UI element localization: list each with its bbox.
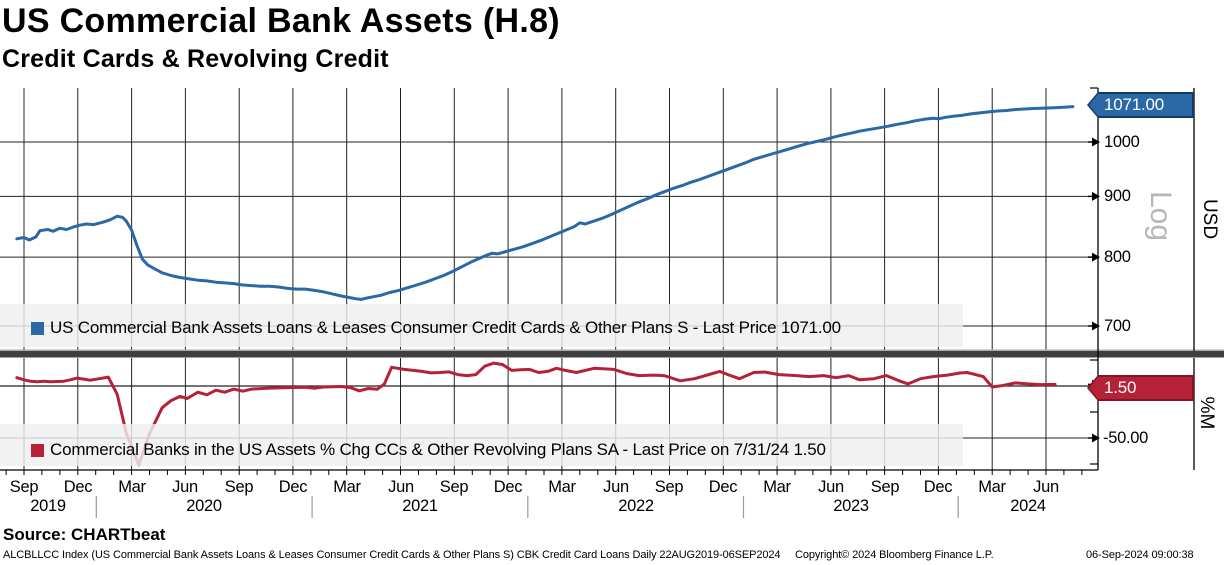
y-axis-label-top: 1000 [1104,133,1140,151]
percent-axis-unit-label: %M [1196,396,1217,430]
x-axis-year-label: 2022 [618,497,654,515]
usd-axis-unit-label: USD [1199,198,1220,240]
x-axis-month-label: Jun [818,478,844,496]
footer-timestamp: 06-Sep-2024 09:00:38 [1086,549,1194,561]
y-axis-label-top: 700 [1104,317,1131,335]
legend-bottom-series: Commercial Banks in the US Assets % Chg … [31,439,826,461]
x-axis-month-label: Dec [63,478,93,496]
x-axis-month-label: Jun [172,478,198,496]
last-price-value-top: 1071.00 [1104,95,1165,114]
y-axis-label-bottom: -50.00 [1103,429,1148,447]
x-axis-month-label: Jun [603,478,629,496]
red-series-marker-icon [31,443,44,457]
x-axis-month-label: Mar [763,478,791,496]
last-price-badge-top: 1071.00 [1087,92,1194,118]
x-axis-month-label: Sep [224,478,254,496]
footer-description: ALCBLLCC Index (US Commercial Bank Asset… [3,549,781,561]
x-axis-month-label: Jun [388,478,414,496]
y-axis-label-top: 900 [1104,187,1131,205]
legend-top-series: US Commercial Bank Assets Loans & Leases… [31,317,841,339]
x-axis-month-label: Mar [118,478,146,496]
legend-top-label: US Commercial Bank Assets Loans & Leases… [50,318,841,337]
x-axis-month-label: Sep [439,478,469,496]
x-axis-month-label: Mar [548,478,576,496]
x-axis-year-label: 2019 [30,497,66,515]
last-price-badge-bottom: 1.50 [1087,375,1194,401]
legend-bottom-label: Commercial Banks in the US Assets % Chg … [50,440,826,459]
x-axis-month-label: Dec [923,478,953,496]
source-line: Source: CHARTbeat [3,525,166,544]
log-scale-label: Log [1144,190,1177,242]
x-axis-month-label: Jun [1033,478,1059,496]
x-axis-month-label: Dec [493,478,523,496]
x-axis-year-label: 2020 [186,497,222,515]
page-title: US Commercial Bank Assets (H.8) [2,2,560,40]
x-axis-month-label: Dec [278,478,308,496]
x-axis-year-label: 2024 [1010,497,1046,515]
y-axis-label-top: 800 [1104,248,1131,266]
x-axis-month-label: Sep [654,478,684,496]
x-axis-year-label: 2023 [833,497,869,515]
x-axis-month-label: Sep [9,478,39,496]
page-subtitle: Credit Cards & Revolving Credit [2,45,389,73]
last-price-value-bottom: 1.50 [1104,378,1137,397]
x-axis-month-label: Mar [978,478,1006,496]
footer-copyright: Copyright© 2024 Bloomberg Finance L.P. [795,549,994,561]
x-axis-year-label: 2021 [402,497,438,515]
x-axis-month-label: Mar [333,478,361,496]
blue-series-marker-icon [31,321,44,335]
x-axis-month-label: Dec [708,478,738,496]
x-axis-month-label: Sep [870,478,900,496]
